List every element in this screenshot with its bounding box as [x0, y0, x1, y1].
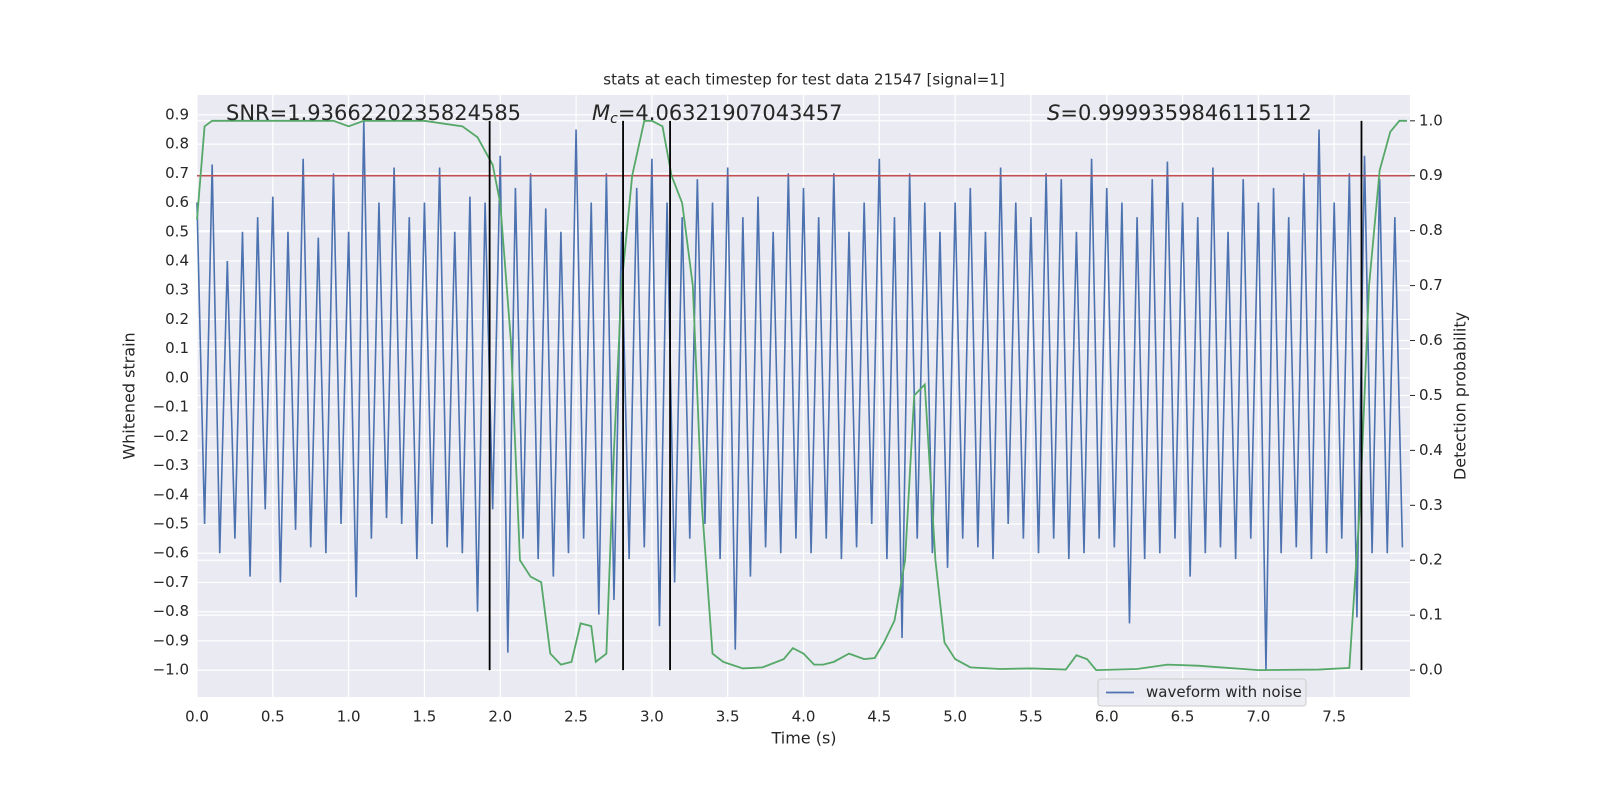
x-tick-label: 1.0 — [337, 708, 361, 726]
s-annotation: S=0.9999359846115112 — [1047, 101, 1312, 125]
x-axis-label: Time (s) — [770, 729, 836, 748]
series-line — [196, 120, 1404, 671]
x-tick-label: 0.0 — [185, 708, 209, 726]
y2-tick-label: 0.0 — [1419, 661, 1443, 679]
y2-tick-label: 1.0 — [1419, 111, 1443, 129]
y2-tick-label: 0.1 — [1419, 606, 1443, 624]
y-tick-label: −1.0 — [153, 661, 189, 679]
y2-tick-label: 0.2 — [1419, 551, 1443, 569]
x-tick-label: 7.5 — [1322, 708, 1346, 726]
x-tick-label: 5.5 — [1019, 708, 1043, 726]
x-tick-label: 6.5 — [1171, 708, 1195, 726]
y-tick-label: −0.5 — [153, 514, 189, 532]
y-tick-label: −0.8 — [153, 602, 189, 620]
mc-symbol: M — [592, 101, 610, 125]
y2-tick-label: 0.9 — [1419, 166, 1443, 184]
y2-tick-label: 0.6 — [1419, 331, 1443, 349]
mc-annotation: Mc=4.06321907043457 — [592, 101, 843, 127]
y-tick-label: −0.4 — [153, 485, 189, 503]
x-tick-label: 6.0 — [1095, 708, 1119, 726]
x-tick-label: 5.0 — [943, 708, 967, 726]
x-tick-label: 2.0 — [488, 708, 512, 726]
y-tick-label: 0.8 — [165, 135, 189, 153]
y-tick-label: 0.9 — [165, 105, 189, 123]
y-tick-label: 0.3 — [165, 281, 189, 299]
x-tick-label: 7.0 — [1246, 708, 1270, 726]
mc-subscript: c — [610, 111, 618, 127]
y-tick-label: 0.7 — [165, 164, 189, 182]
y-tick-label: 0.2 — [165, 310, 189, 328]
y-tick-label: 0.5 — [165, 222, 189, 240]
mc-value: =4.06321907043457 — [618, 101, 843, 125]
y-tick-label: 0.1 — [165, 339, 189, 357]
chart-title: stats at each timestep for test data 215… — [603, 71, 1004, 89]
y-tick-label: −0.3 — [153, 456, 189, 474]
s-symbol: S — [1047, 101, 1060, 125]
x-tick-label: 1.5 — [413, 708, 437, 726]
legend-box — [1097, 678, 1307, 707]
y2-tick-label: 0.3 — [1419, 496, 1443, 514]
y-tick-label: 0.6 — [165, 193, 189, 211]
y2-axis-label: Detection probability — [1451, 312, 1470, 480]
y2-tick-label: 0.8 — [1419, 221, 1443, 239]
x-tick-label: 4.0 — [792, 708, 816, 726]
y-tick-label: −0.1 — [153, 398, 189, 416]
labels: 0.0 0.5 1.0 1.5 2.0 2.5 3.0 3.5 4.0 4.5 5.0 5.5 6.0 6… — [153, 105, 1443, 725]
y2-tick-label: 0.7 — [1419, 276, 1443, 294]
legend-label: waveform with noise — [1146, 683, 1302, 701]
probability-line — [196, 119, 1407, 672]
y-tick-label: −0.6 — [153, 544, 189, 562]
y-axis-label: Whitened strain — [120, 332, 139, 459]
legend: waveform with noise — [1097, 678, 1307, 707]
y-tick-label: −0.9 — [153, 631, 189, 649]
y2-tick-label: 0.5 — [1419, 386, 1443, 404]
y-tick-label: −0.2 — [153, 427, 189, 445]
x-tick-label: 0.5 — [261, 708, 285, 726]
x-tick-label: 3.0 — [640, 708, 664, 726]
snr-annotation: SNR=1.9366220235824585 — [226, 101, 521, 125]
x-tick-label: 2.5 — [564, 708, 588, 726]
y-tick-label: 0.0 — [165, 368, 189, 386]
y-tick-label: −0.7 — [153, 573, 189, 591]
y2-tick-label: 0.4 — [1419, 441, 1443, 459]
s-value: =0.9999359846115112 — [1060, 101, 1311, 125]
marks — [196, 119, 1410, 672]
x-tick-label: 4.5 — [867, 708, 891, 726]
y-tick-label: 0.4 — [165, 251, 189, 269]
x-tick-label: 3.5 — [716, 708, 740, 726]
